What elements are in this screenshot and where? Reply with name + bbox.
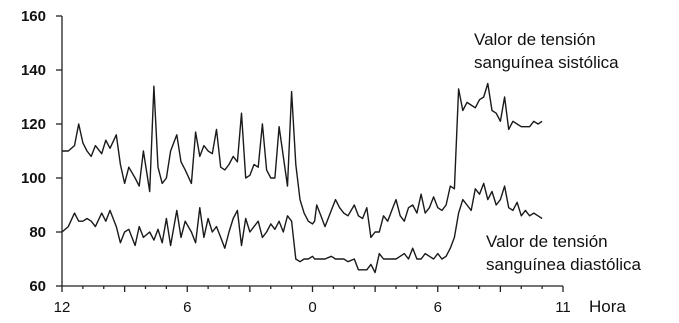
diastolic-annotation-line-2: sanguínea diastólica [486, 255, 642, 274]
x-tick-label: 11 [555, 299, 571, 316]
systolic-annotation-line-1: Valor de tensión [474, 30, 596, 49]
y-ticks: 60 80 100 120 140 160 [21, 8, 62, 295]
series-group [61, 82, 543, 274]
y-tick-label: 140 [21, 62, 46, 79]
y-tick-label: 60 [29, 278, 46, 295]
systolic-annotation-line-2: sanguínea sistólica [474, 53, 619, 72]
diastolic-annotation: Valor de tensión sanguínea diastólica [486, 232, 642, 274]
x-tick-label: 6 [183, 299, 191, 316]
y-tick-label: 120 [21, 116, 46, 133]
x-tick-label: 12 [54, 299, 71, 316]
x-ticks: 12 6 0 6 11 [54, 286, 571, 316]
y-tick-label: 100 [21, 170, 46, 187]
x-tick-label: 0 [308, 299, 316, 316]
x-tick-label: 6 [434, 299, 442, 316]
systolic-series-line [62, 82, 543, 239]
y-tick-label: 160 [21, 8, 46, 25]
y-tick-label: 80 [29, 224, 46, 241]
x-axis-label: Hora [589, 297, 626, 316]
systolic-annotation: Valor de tensión sanguínea sistólica [474, 30, 619, 72]
diastolic-series-line [61, 182, 543, 274]
diastolic-annotation-line-1: Valor de tensión [486, 232, 608, 251]
